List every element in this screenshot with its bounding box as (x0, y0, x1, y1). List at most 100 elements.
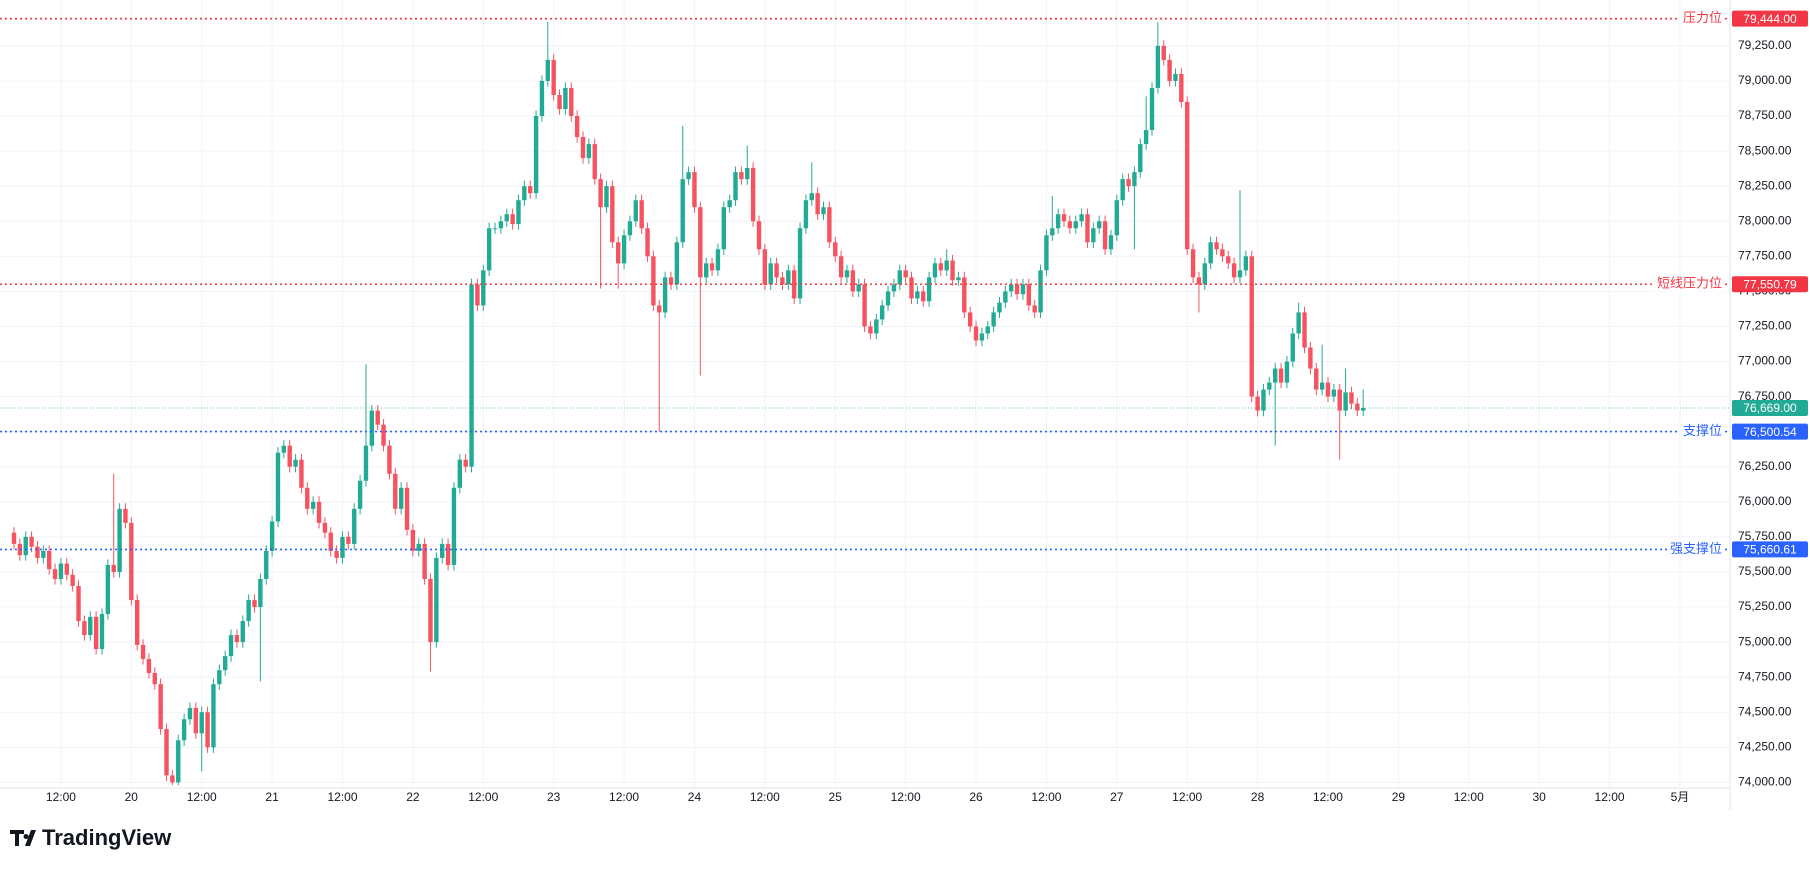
candle-body (657, 305, 662, 313)
candle-body (393, 473, 398, 509)
candle-body (850, 270, 856, 292)
candle-body (1360, 407, 1366, 411)
candle-body (1237, 270, 1243, 278)
logo: TradingView (10, 825, 172, 850)
y-tick-label: 77,000.00 (1738, 354, 1792, 368)
candle-body (369, 410, 375, 446)
candle-body (1349, 392, 1354, 404)
candle-body (287, 445, 292, 467)
candle-body (492, 228, 498, 230)
candle-body (252, 600, 257, 608)
candle-body (387, 445, 392, 474)
price-box-label: 79,444.00 (1743, 12, 1797, 26)
candle-body (211, 684, 216, 748)
candle-body (668, 277, 674, 285)
candle-body (533, 116, 539, 194)
x-tick-label: 12:00 (187, 790, 217, 804)
candle-body (1032, 305, 1037, 313)
candle-body (809, 193, 814, 201)
y-tick-label: 75,750.00 (1738, 529, 1792, 543)
candle-body (979, 333, 985, 341)
candle-body (1050, 228, 1055, 236)
candle-body (1009, 284, 1014, 292)
candle-body (615, 242, 621, 264)
candle-body (985, 326, 990, 334)
x-tick-label: 29 (1392, 790, 1406, 804)
candle-body (1272, 368, 1278, 383)
candle-body (944, 260, 949, 271)
candle-body (692, 172, 697, 208)
candle-body (134, 600, 140, 645)
x-tick-label: 24 (688, 790, 702, 804)
candle-body (375, 410, 380, 425)
candle-body (651, 256, 656, 306)
candle-body (703, 263, 709, 278)
candle-body (1161, 45, 1166, 60)
candle-body (915, 291, 920, 299)
x-tick-label: 23 (547, 790, 561, 804)
candle-body (352, 508, 357, 544)
candle-body (1249, 256, 1254, 397)
candle-body (158, 684, 163, 730)
x-tick-label: 25 (829, 790, 843, 804)
level-label-bg (1679, 9, 1725, 27)
y-tick-label: 75,500.00 (1738, 564, 1792, 578)
candle-body (557, 94, 562, 110)
y-tick-label: 78,250.00 (1738, 178, 1792, 192)
candle-body (891, 284, 897, 292)
candle-body (1120, 179, 1125, 201)
candle-body (328, 532, 333, 551)
level-label: 短线压力位 (1657, 276, 1722, 291)
candle-body (580, 137, 586, 159)
candle-body (1055, 214, 1061, 229)
candle-body (733, 172, 738, 201)
candle-body (680, 179, 685, 243)
candle-body (844, 270, 850, 278)
candle-body (46, 550, 52, 570)
x-tick-label: 22 (406, 790, 420, 804)
candle-body (868, 326, 873, 334)
candle-body (357, 480, 363, 509)
candle-body (698, 207, 703, 278)
candle-body (879, 305, 885, 320)
y-tick-label: 76,250.00 (1738, 459, 1792, 473)
candle-body (1020, 284, 1026, 295)
candle-body (404, 487, 410, 530)
candle-body (592, 144, 597, 180)
candle-body (1061, 214, 1067, 222)
candle-body (123, 508, 128, 523)
candle-body (1261, 389, 1266, 411)
candle-body (786, 270, 791, 285)
candle-body (176, 740, 181, 783)
candle-body (510, 214, 515, 225)
candle-body (234, 635, 240, 643)
candle-body (246, 600, 251, 622)
y-tick-label: 74,250.00 (1738, 739, 1792, 753)
candle-body (762, 249, 768, 285)
overlays: 74,000.00 74,250.00 74,500.00 74,750.00 75,0… (0, 9, 1808, 804)
candle-body (293, 459, 298, 467)
candle-body (909, 277, 914, 299)
x-tick-label: 30 (1532, 790, 1546, 804)
y-tick-label: 75,000.00 (1738, 634, 1792, 648)
logo-icon (10, 830, 36, 846)
x-tick-label: 12:00 (1031, 790, 1061, 804)
candle-body (305, 487, 310, 509)
candle-body (598, 179, 603, 208)
candle-body (610, 186, 615, 243)
candle-body (35, 546, 40, 558)
candle-body (140, 644, 146, 659)
price-box-label: 75,660.61 (1743, 543, 1797, 557)
candle-body (662, 277, 668, 313)
candle-body (756, 221, 762, 250)
candle-body (1337, 389, 1342, 411)
x-tick-label: 12:00 (46, 790, 76, 804)
candle-body (1067, 221, 1073, 229)
candle-body (721, 207, 726, 250)
candle-body (88, 616, 93, 636)
candle-body (1278, 368, 1284, 383)
y-tick-label: 74,000.00 (1738, 775, 1792, 789)
candle-body (498, 221, 504, 229)
y-tick-label: 74,500.00 (1738, 704, 1792, 718)
